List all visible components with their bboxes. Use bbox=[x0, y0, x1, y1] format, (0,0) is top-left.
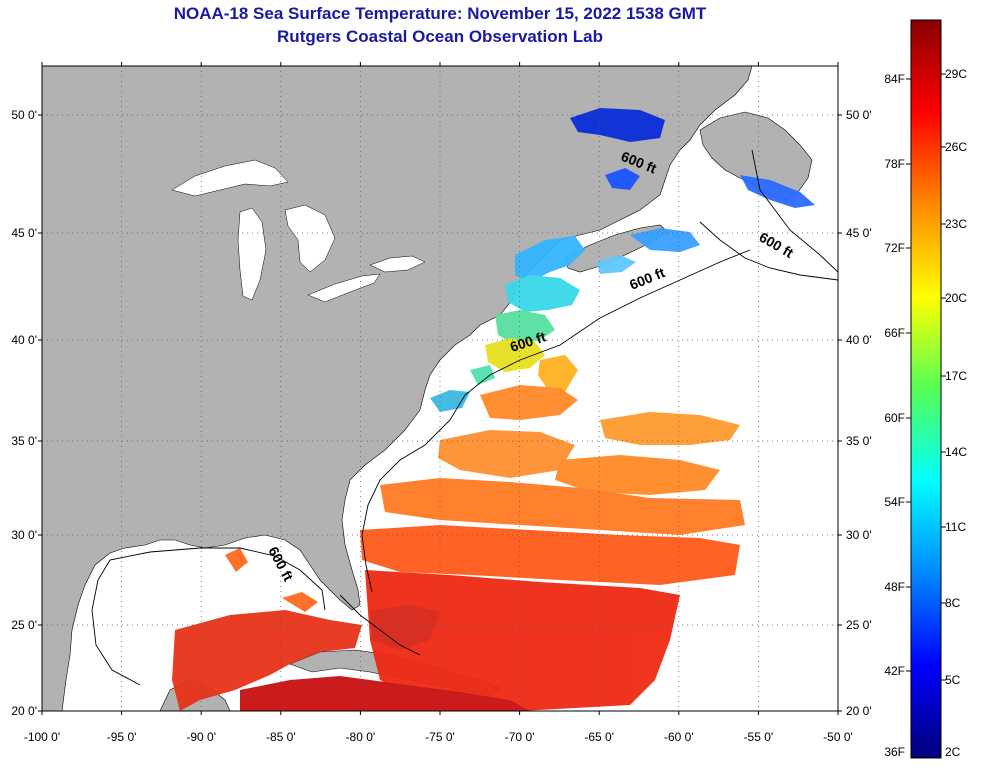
colorbar-label-c: 8C bbox=[945, 596, 961, 610]
lat-label: 45 0' bbox=[846, 226, 872, 240]
lat-label: 30 0' bbox=[11, 528, 37, 542]
lat-label: 45 0' bbox=[11, 226, 37, 240]
colorbar-label-f: 60F bbox=[884, 411, 905, 425]
lat-label: 50 0' bbox=[846, 108, 872, 122]
lon-label: -85 0' bbox=[266, 730, 296, 744]
colorbar-label-c: 17C bbox=[945, 369, 967, 383]
lat-label: 25 0' bbox=[846, 618, 872, 632]
lon-label: -80 0' bbox=[346, 730, 376, 744]
colorbar-label-f: 48F bbox=[884, 580, 905, 594]
lat-label: 40 0' bbox=[11, 333, 37, 347]
lon-label: -75 0' bbox=[425, 730, 455, 744]
lat-label: 35 0' bbox=[846, 434, 872, 448]
page-subtitle: Rutgers Coastal Ocean Observation Lab bbox=[277, 27, 603, 46]
page-title: NOAA-18 Sea Surface Temperature: Novembe… bbox=[173, 4, 707, 23]
lat-label: 20 0' bbox=[846, 704, 872, 718]
colorbar-label-f: 54F bbox=[884, 495, 905, 509]
lon-label: -50 0' bbox=[823, 730, 853, 744]
colorbar bbox=[910, 19, 942, 759]
lake-ontario bbox=[369, 255, 426, 273]
colorbar-label-c: 2C bbox=[945, 745, 961, 759]
colorbar-label-f: 84F bbox=[884, 72, 905, 86]
lat-label: 35 0' bbox=[11, 434, 37, 448]
lake-michigan bbox=[237, 207, 267, 301]
lon-label: -90 0' bbox=[186, 730, 216, 744]
sst-data bbox=[172, 108, 815, 711]
lon-label: -65 0' bbox=[584, 730, 614, 744]
colorbar-label-c: 20C bbox=[945, 291, 967, 305]
colorbar-label-c: 29C bbox=[945, 67, 967, 81]
lat-label: 30 0' bbox=[846, 528, 872, 542]
isobath-600ft bbox=[91, 149, 838, 686]
colorbar-label-f: 42F bbox=[884, 664, 905, 678]
lon-label: -100 0' bbox=[24, 730, 60, 744]
colorbar-label-c: 5C bbox=[945, 673, 961, 687]
lat-label: 25 0' bbox=[11, 618, 37, 632]
colorbar-label-c: 26C bbox=[945, 140, 967, 154]
colorbar-label-f: 78F bbox=[884, 157, 905, 171]
colorbar-label-f: 66F bbox=[884, 326, 905, 340]
colorbar-label-c: 11C bbox=[945, 520, 966, 534]
lat-label: 40 0' bbox=[846, 333, 872, 347]
colorbar-label-f: 72F bbox=[884, 241, 905, 255]
colorbar-label-c: 23C bbox=[945, 217, 967, 231]
lon-label: -60 0' bbox=[664, 730, 694, 744]
lon-label: -55 0' bbox=[744, 730, 774, 744]
colorbar-label-c: 14C bbox=[945, 445, 967, 459]
land-north-america bbox=[42, 66, 753, 711]
colorbar-label-f: 36F bbox=[884, 745, 905, 759]
lat-label: 50 0' bbox=[11, 108, 37, 122]
lake-erie bbox=[307, 273, 381, 303]
lat-label: 20 0' bbox=[11, 704, 37, 718]
lon-label: -70 0' bbox=[505, 730, 535, 744]
lon-label: -95 0' bbox=[107, 730, 137, 744]
